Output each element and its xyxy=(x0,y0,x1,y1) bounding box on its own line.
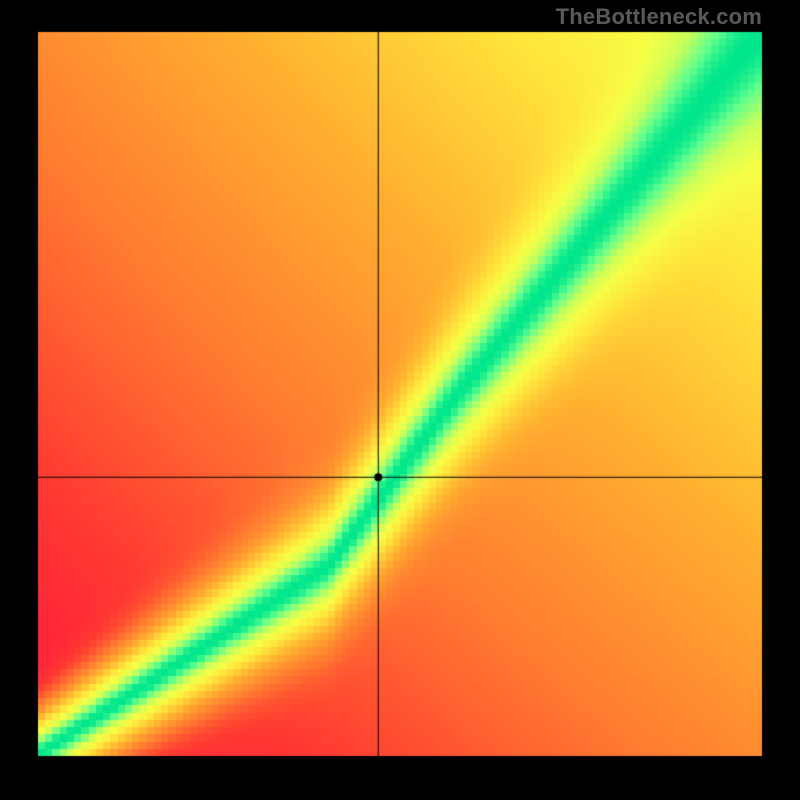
watermark-text: TheBottleneck.com xyxy=(556,4,762,30)
heatmap-canvas xyxy=(0,0,800,800)
figure-container: TheBottleneck.com xyxy=(0,0,800,800)
